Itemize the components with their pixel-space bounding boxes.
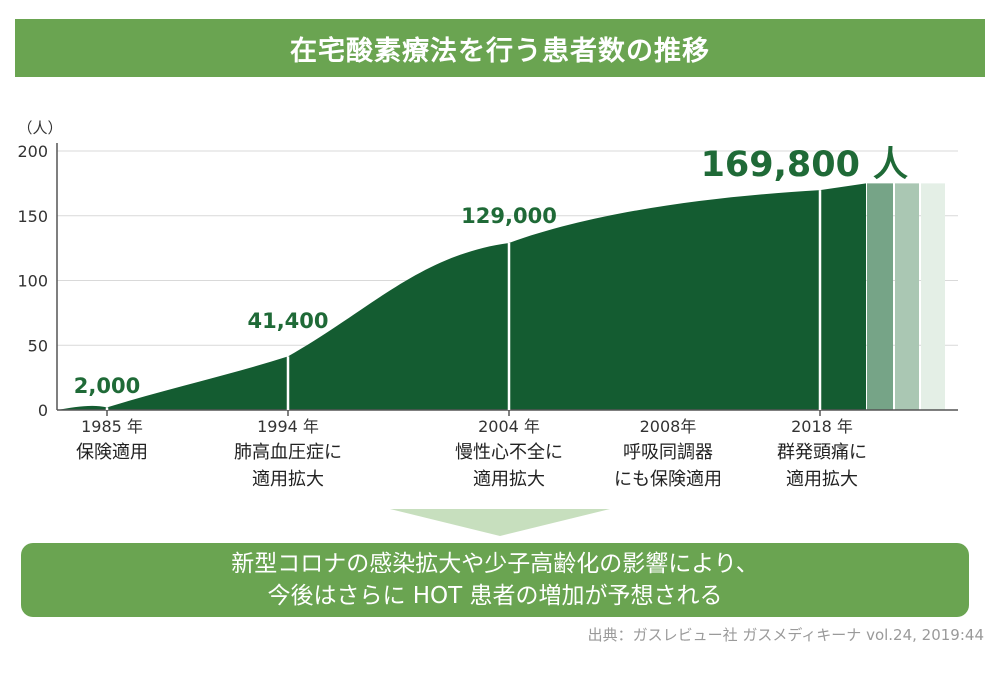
forecast-bar [867, 183, 893, 410]
connector-arrow [390, 509, 610, 536]
milestone-desc: 群発頭痛に [777, 442, 867, 463]
area-series [57, 183, 866, 410]
chart-title: 在宅酸素療法を行う患者数の推移 [290, 35, 710, 67]
note-line-1: 新型コロナの感染拡大や少子高齢化の影響により、 [231, 551, 759, 577]
highlight-value-label: 169,800 [701, 145, 860, 185]
milestone-desc: 保険適用 [76, 442, 148, 463]
milestone-desc: 呼吸同調器 [623, 442, 713, 463]
y-tick-label: 50 [28, 336, 48, 355]
data-label: 41,400 [247, 309, 328, 333]
y-tick-label: 150 [17, 207, 48, 226]
source-citation: 出典：ガスレビュー社 ガスメディキーナ vol.24, 2019:44 [587, 626, 984, 644]
y-axis-unit-label: （人） [17, 119, 62, 137]
forecast-bar [895, 183, 919, 410]
milestone-desc: 適用拡大 [786, 469, 858, 490]
milestone-desc: 適用拡大 [252, 469, 324, 490]
forecast-bar [921, 183, 945, 410]
milestone-desc: 慢性心不全に [455, 442, 563, 463]
milestone-desc: 適用拡大 [473, 469, 545, 490]
y-tick-label: 0 [38, 401, 48, 420]
milestone-desc: 肺高血圧症に [234, 442, 342, 463]
title-banner: 在宅酸素療法を行う患者数の推移 [15, 19, 985, 77]
y-tick-label: 200 [17, 142, 48, 161]
highlight-unit-label: 人 [873, 145, 908, 185]
y-tick-label: 100 [17, 272, 48, 291]
milestone-year: 2018 年 [791, 417, 853, 436]
milestone-year: 2004 年 [478, 417, 540, 436]
milestone-desc: にも保険適用 [614, 469, 722, 490]
note-line-2: 今後はさらに HOT 患者の増加が予想される [267, 583, 723, 609]
milestone-year: 2008年 [640, 417, 697, 436]
milestone-year: 1985 年 [81, 417, 143, 436]
data-label: 129,000 [461, 204, 557, 228]
milestone-year: 1994 年 [257, 417, 319, 436]
data-label: 2,000 [74, 374, 140, 398]
forecast-note: 新型コロナの感染拡大や少子高齢化の影響により、 今後はさらに HOT 患者の増加… [21, 543, 969, 617]
